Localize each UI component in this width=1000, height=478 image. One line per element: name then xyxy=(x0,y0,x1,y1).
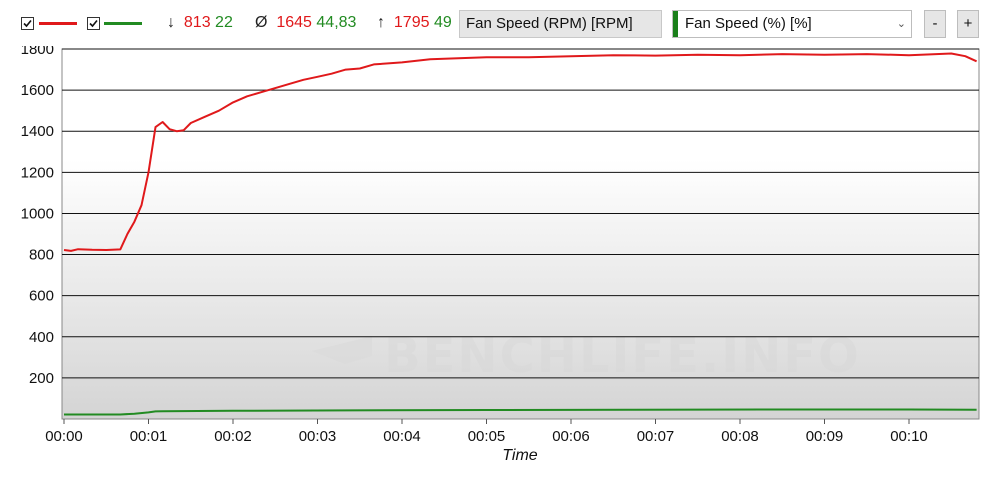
y-tick-label: 800 xyxy=(29,247,54,264)
y-tick-label: 1800 xyxy=(21,46,54,58)
checkmark-icon xyxy=(89,19,98,28)
zoom-out-button[interactable]: - xyxy=(924,10,946,38)
y-tick-label: 400 xyxy=(29,329,54,346)
arrow-down-icon: ↓ xyxy=(167,14,175,31)
watermark: BENCHLIFE.INFO xyxy=(312,328,861,384)
arrow-up-icon: ↑ xyxy=(377,14,385,31)
plot-area xyxy=(61,48,980,420)
series-line-1 xyxy=(63,52,978,252)
watermark-text: BENCHLIFE.INFO xyxy=(384,328,861,384)
y-tick-label: 1400 xyxy=(21,123,54,140)
max-value-primary: 1795 xyxy=(393,14,430,31)
y-tick-label: 600 xyxy=(29,288,54,305)
y-tick-label: 200 xyxy=(29,370,54,387)
x-tick-label: 00:01 xyxy=(130,428,168,445)
series2-checkbox[interactable] xyxy=(87,17,100,30)
series2-color-swatch[interactable] xyxy=(104,22,142,25)
y-tick-label: 1000 xyxy=(21,205,54,222)
series1-color-swatch[interactable] xyxy=(39,22,77,25)
x-tick-label: 00:08 xyxy=(721,428,759,445)
secondary-color-bar xyxy=(673,11,678,37)
chart-toolbar: ↓ 813 22 Ø 1645 44,83 ↑ 1795 49 Fan Spee… xyxy=(0,0,1000,46)
average-icon: Ø xyxy=(255,14,268,31)
series-line-2 xyxy=(64,408,977,416)
x-tick-label: 00:07 xyxy=(637,428,675,445)
secondary-sensor-label: Fan Speed (%) [%] xyxy=(685,15,812,32)
x-tick-label: 00:05 xyxy=(468,428,506,445)
y-tick-label: 1200 xyxy=(21,164,54,181)
primary-sensor-label: Fan Speed (RPM) [RPM] xyxy=(466,15,633,32)
x-axis-title: Time xyxy=(502,447,538,464)
checkmark-icon xyxy=(23,19,32,28)
min-value-secondary: 22 xyxy=(215,14,233,31)
chevron-down-icon: ⌄ xyxy=(896,18,906,30)
secondary-sensor-select[interactable]: Fan Speed (%) [%] ⌄ xyxy=(672,10,912,38)
max-value-secondary: 49 xyxy=(433,14,452,31)
x-tick-label: 00:02 xyxy=(214,428,252,445)
min-value-primary: 813 xyxy=(183,14,211,31)
fan-speed-chart: BENCHLIFE.INFO 1800 1600 1400 1200 1000 800 60… xyxy=(21,46,980,464)
x-tick-label: 00:10 xyxy=(890,428,928,445)
series1-checkbox[interactable] xyxy=(21,17,34,30)
x-tick-label: 00:00 xyxy=(45,428,83,445)
watermark-logo-icon xyxy=(312,336,372,364)
chart-series xyxy=(63,52,978,416)
x-tick-label: 00:03 xyxy=(299,428,337,445)
y-axis-ticks: 1800 1600 1400 1200 1000 800 600 400 200 xyxy=(21,46,54,387)
max-stat: ↑ 1795 49 xyxy=(377,13,452,33)
grid-lines xyxy=(62,48,979,379)
y-tick-label: 1600 xyxy=(21,82,54,99)
avg-value-primary: 1645 xyxy=(276,14,312,31)
x-tick-label: 00:06 xyxy=(552,428,590,445)
x-axis-ticks: 00:00 00:01 00:02 00:03 00:04 00:05 00:06 00:07… xyxy=(45,419,928,445)
avg-value-secondary: 44,83 xyxy=(316,14,357,31)
zoom-in-button[interactable]: + xyxy=(957,10,979,38)
avg-stat: Ø 1645 44,83 xyxy=(255,13,356,33)
x-tick-label: 00:04 xyxy=(383,428,421,445)
primary-sensor-select[interactable]: Fan Speed (RPM) [RPM] xyxy=(459,10,662,38)
x-tick-label: 00:09 xyxy=(806,428,844,445)
min-stat: ↓ 813 22 xyxy=(167,13,233,33)
